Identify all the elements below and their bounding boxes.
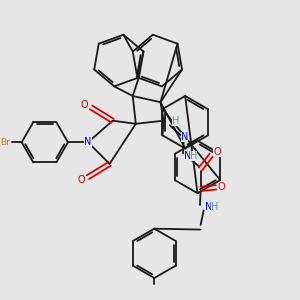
Text: N: N — [184, 151, 191, 160]
Text: N: N — [181, 132, 188, 142]
Text: O: O — [77, 175, 85, 184]
Text: H: H — [172, 116, 179, 126]
Text: O: O — [213, 148, 221, 158]
Text: Br: Br — [0, 138, 10, 147]
Text: N: N — [205, 202, 212, 212]
Text: N: N — [84, 137, 92, 147]
Text: H: H — [190, 151, 197, 160]
Text: O: O — [218, 182, 225, 192]
Text: H: H — [211, 202, 218, 212]
Text: O: O — [80, 100, 88, 110]
